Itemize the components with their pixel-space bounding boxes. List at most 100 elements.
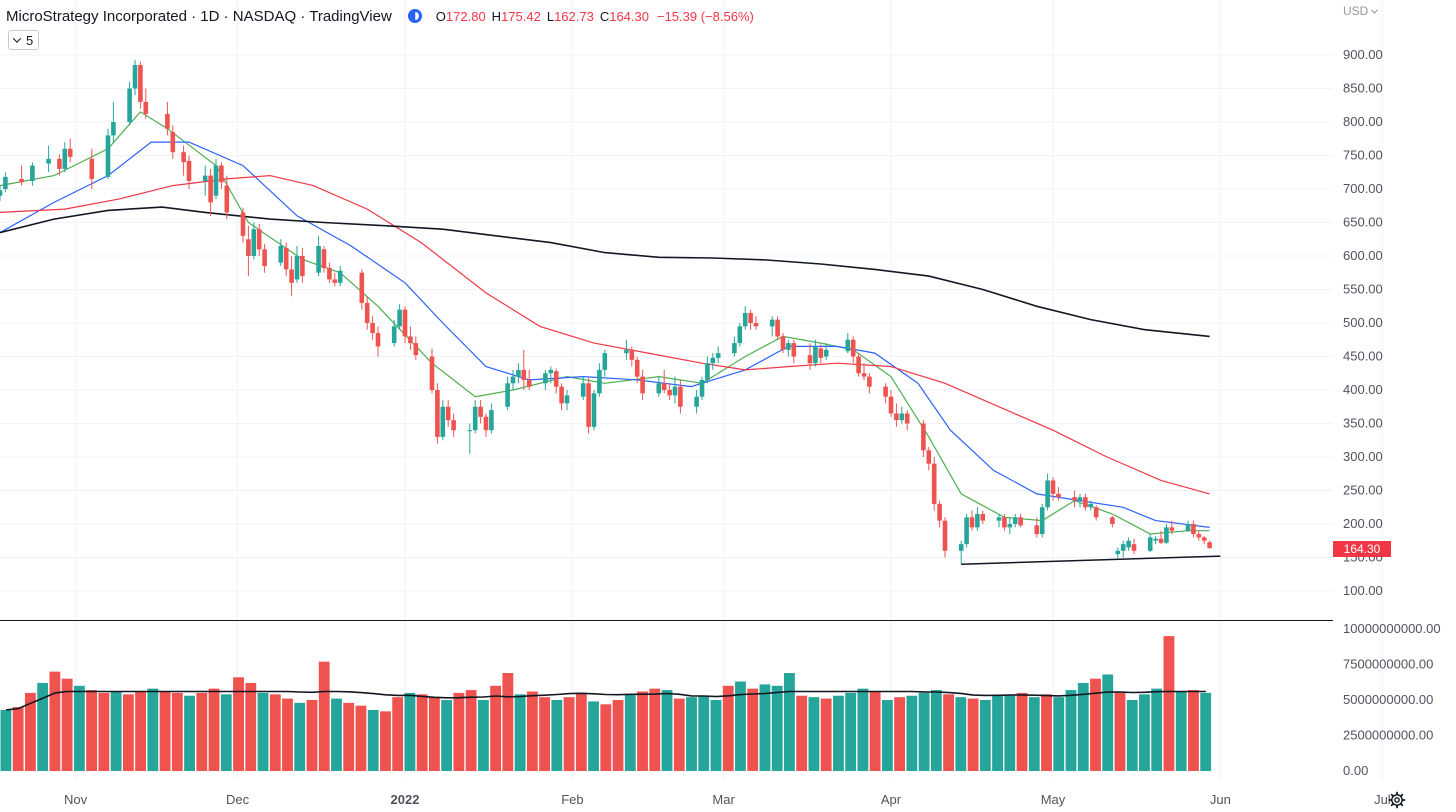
candle-body: [634, 359, 640, 377]
indicator-count: 5: [26, 32, 34, 48]
volume-bar: [404, 692, 416, 771]
candle: [46, 145, 51, 173]
candle: [262, 243, 267, 273]
volume-bar: [551, 700, 563, 771]
volume-bar: [220, 694, 232, 771]
candle: [1093, 505, 1099, 521]
volume-bar: [637, 691, 648, 771]
candle: [127, 81, 132, 126]
candle-body: [208, 175, 213, 203]
candle: [397, 304, 402, 330]
volume-bar: [171, 692, 183, 771]
candle-body: [370, 323, 375, 334]
volume-bar: [526, 691, 538, 771]
volume-tick-label: 7500000000.00: [1343, 657, 1433, 672]
candle-body: [451, 420, 456, 431]
volume-bar: [918, 692, 930, 771]
volume-bar: [894, 697, 906, 771]
candle: [597, 363, 602, 397]
volume-bar: [1016, 692, 1028, 771]
candle: [213, 158, 219, 200]
volume-bar: [1028, 697, 1040, 771]
candle-body: [337, 270, 343, 283]
candle-body: [278, 245, 284, 263]
volume-bar: [845, 692, 857, 771]
volume-bar: [355, 705, 367, 771]
candle-body: [62, 148, 68, 169]
candle: [321, 245, 327, 273]
candle: [472, 400, 478, 434]
candle: [1126, 537, 1131, 551]
volume-bar: [600, 704, 612, 771]
volume-bar: [588, 701, 599, 771]
candle: [1007, 517, 1013, 535]
candle-body: [132, 65, 138, 89]
gear-icon[interactable]: [1388, 791, 1406, 809]
candle-body: [1131, 544, 1137, 551]
ohlc-close: C164.30: [599, 8, 649, 24]
candle-body: [786, 343, 791, 350]
trendline: [961, 555, 1221, 565]
volume-bar: [1151, 688, 1163, 771]
indicators-toggle-button[interactable]: 5: [8, 30, 40, 50]
candle-body: [1039, 507, 1045, 535]
candle-body: [559, 386, 564, 404]
price-tick-label: 650.00: [1343, 215, 1383, 230]
candle: [289, 256, 294, 297]
candle: [219, 162, 224, 189]
candle: [1077, 493, 1083, 508]
volume-bar: [906, 695, 918, 771]
candle: [251, 222, 257, 260]
symbol-title[interactable]: MicroStrategy Incorporated · 1D · NASDAQ…: [6, 8, 392, 25]
candle: [332, 272, 338, 287]
candle-body: [899, 413, 905, 421]
candle: [699, 376, 705, 401]
price-tick-label: 850.00: [1343, 81, 1383, 96]
candle: [845, 333, 851, 354]
candle: [899, 406, 905, 424]
candle-body: [30, 165, 35, 181]
candle: [316, 235, 321, 277]
price-tick-label: 100.00: [1343, 583, 1383, 598]
ohlc-low: L162.73: [546, 8, 594, 24]
candle: [980, 510, 986, 524]
candle-body: [710, 357, 716, 364]
currency-selector[interactable]: USD: [1343, 4, 1379, 18]
candle: [856, 353, 861, 377]
candle: [300, 247, 305, 283]
candle-body: [1110, 517, 1115, 524]
candle: [634, 356, 640, 384]
candle-body: [1007, 524, 1013, 528]
candle-body: [850, 339, 856, 357]
time-tick-label: Feb: [561, 792, 583, 807]
volume-bar: [1090, 678, 1101, 771]
volume-bar: [955, 697, 967, 771]
candle: [440, 400, 446, 441]
candle-body: [888, 396, 894, 414]
volume-bar: [967, 698, 979, 771]
candle-body: [748, 312, 753, 323]
candle: [775, 316, 780, 340]
candle-body: [483, 416, 489, 431]
candle-body: [564, 395, 570, 404]
candle: [521, 349, 527, 390]
last-price-label: 164.30: [1333, 541, 1391, 557]
candle: [364, 296, 370, 330]
currency-label: USD: [1343, 4, 1369, 18]
candle-body: [980, 513, 986, 521]
candle-body: [321, 249, 327, 269]
candle-body: [705, 363, 710, 380]
market-status-icon[interactable]: [407, 9, 422, 23]
candle: [294, 245, 300, 283]
candle-body: [408, 336, 413, 344]
candle-body: [262, 249, 267, 267]
candle: [62, 142, 68, 173]
volume-bar: [673, 698, 685, 771]
candle-body: [867, 376, 872, 387]
separator: ·: [300, 7, 310, 25]
candle-body: [219, 165, 224, 183]
separator: ·: [223, 7, 233, 25]
candle: [67, 138, 73, 163]
candle-body: [111, 122, 116, 136]
